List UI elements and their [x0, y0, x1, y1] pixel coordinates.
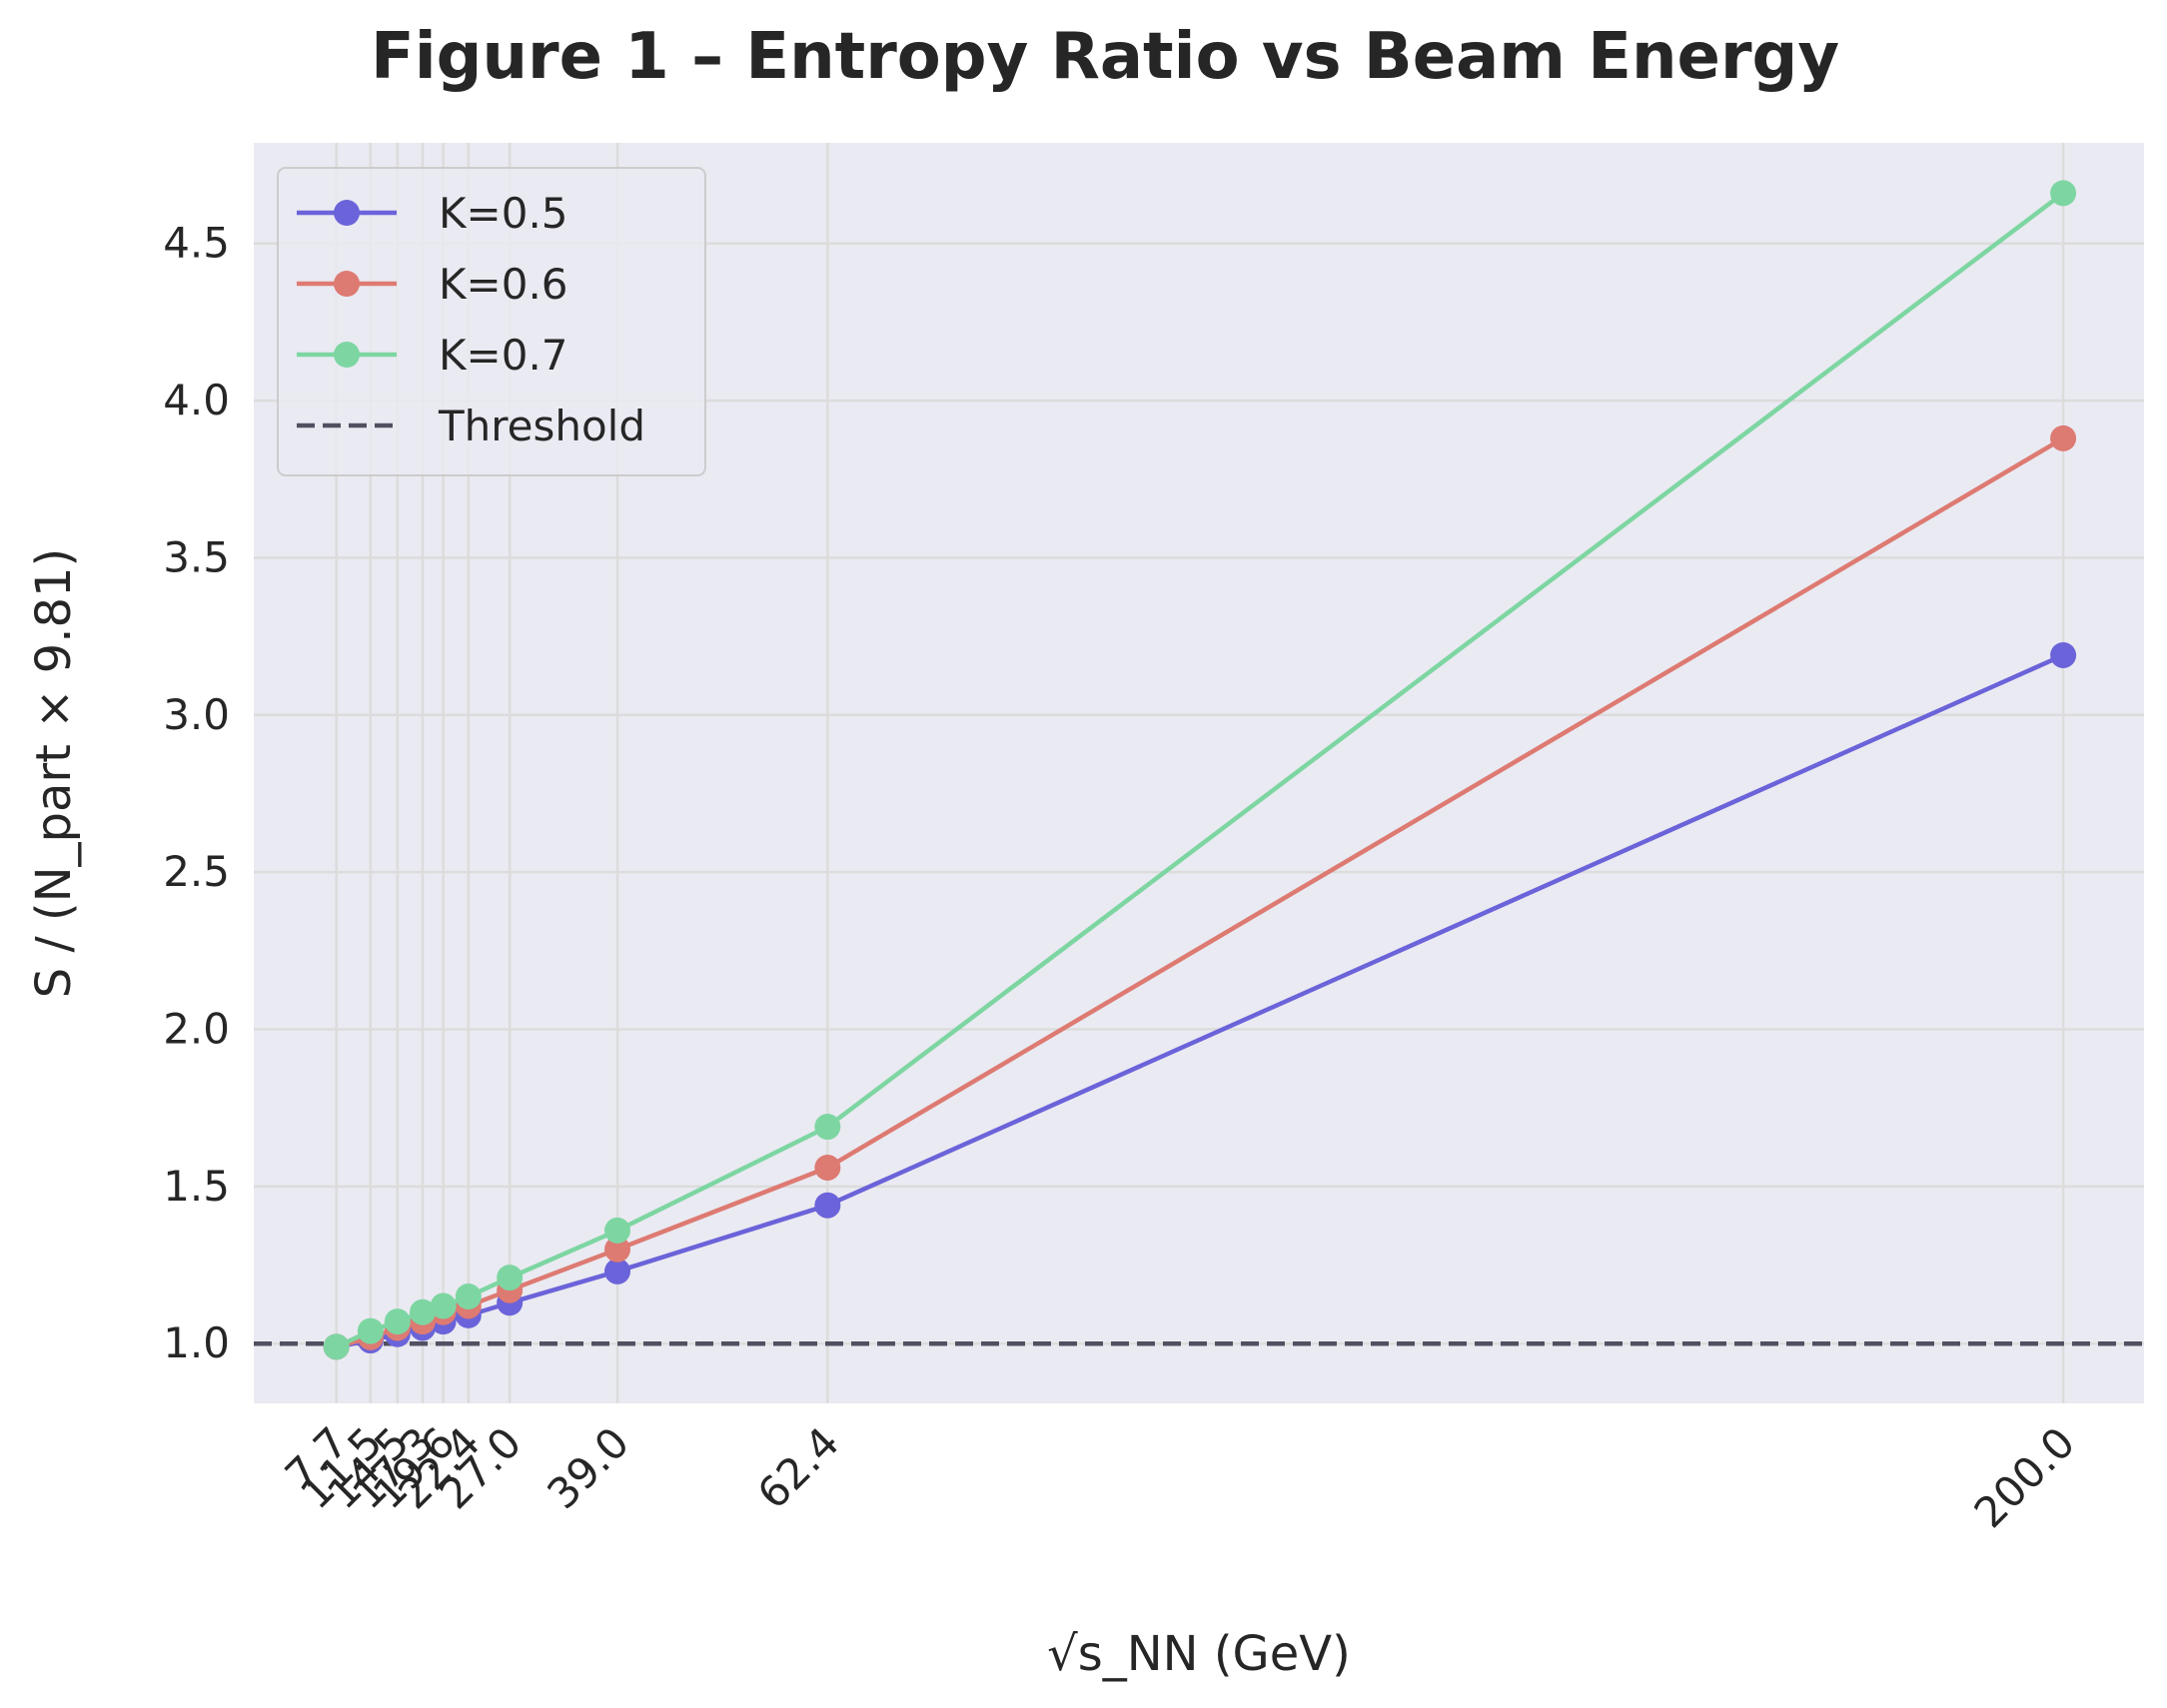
series-2: [323, 180, 2077, 1360]
data-point: [604, 1258, 631, 1284]
legend-item: K=0.5: [297, 189, 568, 238]
legend-marker: [334, 342, 360, 368]
y-tick-label: 1.0: [163, 1318, 230, 1367]
data-point: [814, 1192, 841, 1219]
data-point: [604, 1236, 631, 1263]
data-point: [430, 1292, 457, 1319]
data-point: [323, 1333, 350, 1360]
legend-label: Threshold: [438, 402, 645, 450]
x-tick-label: 62.4: [748, 1417, 849, 1518]
legend-box: [277, 167, 706, 476]
legend-label: K=0.5: [439, 189, 568, 238]
chart-title: Figure 1 – Entropy Ratio vs Beam Energy: [371, 20, 1839, 94]
data-point: [455, 1282, 482, 1309]
data-point: [409, 1298, 436, 1325]
y-tick-label: 3.0: [163, 690, 230, 739]
series-layer: [323, 180, 2077, 1360]
y-tick-label: 2.0: [163, 1004, 230, 1053]
x-axis-label: √s_NN (GeV): [1047, 1626, 1351, 1682]
x-tick-label: 200.0: [1965, 1417, 2085, 1537]
data-point: [2050, 641, 2077, 668]
y-tick-label: 4.5: [163, 219, 230, 268]
legend-marker: [334, 200, 360, 226]
y-tick-label: 2.5: [163, 847, 230, 896]
data-point: [357, 1317, 384, 1344]
legend-item: Threshold: [297, 402, 645, 450]
series-line: [335, 191, 2065, 1349]
data-point: [497, 1265, 524, 1291]
data-point: [604, 1217, 631, 1244]
y-tick-labels: 1.0 1.5 2.0 2.5 3.0 3.5 4.0 4.5: [163, 219, 230, 1367]
y-axis-label: S / (N_part × 9.81): [26, 548, 82, 999]
data-point: [2050, 425, 2077, 451]
data-point: [814, 1114, 841, 1141]
x-tick-labels: 7.711.514.517.319.622.427.0 39.0 62.4 200.0: [276, 1417, 2084, 1537]
x-tick-label: 39.0: [538, 1417, 638, 1518]
y-tick-label: 1.5: [163, 1162, 230, 1211]
legend-item: K=0.7: [297, 331, 568, 380]
y-tick-label: 3.5: [163, 532, 230, 581]
legend-label: K=0.7: [439, 331, 568, 380]
legend: K=0.5 K=0.6 K=0.7 Threshold: [277, 167, 706, 476]
data-point: [384, 1308, 411, 1335]
data-point: [2050, 180, 2077, 207]
legend-marker: [334, 271, 360, 297]
data-point: [814, 1154, 841, 1181]
legend-label: K=0.6: [439, 260, 568, 309]
legend-item: K=0.6: [297, 260, 568, 309]
y-tick-label: 4.0: [163, 376, 230, 425]
